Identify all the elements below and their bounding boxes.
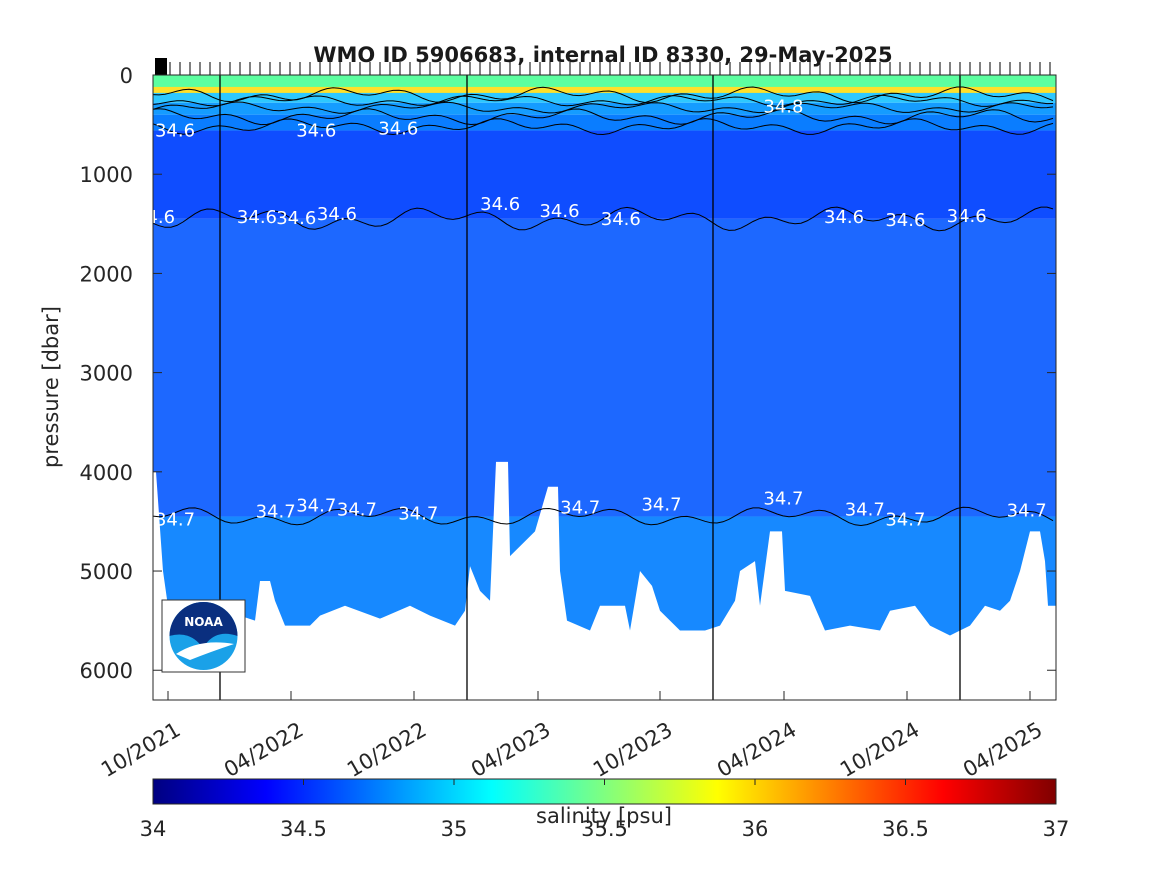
x-tick-label: 10/2023	[589, 718, 677, 782]
contour-label-11: 34.6	[824, 207, 864, 228]
colorbar: 34 34.5 35 35.5 36 36.5 37 salinity [psu]	[140, 778, 1070, 841]
salinity-layer-2	[153, 102, 1056, 115]
contour-label-10: 34.6	[601, 209, 641, 230]
x-tick-label: 10/2024	[836, 718, 924, 782]
contour-label-22: 34.7	[845, 500, 885, 521]
contour-line-330	[153, 101, 1054, 114]
salinity-layer-5	[153, 218, 1056, 517]
salinity-layer-0	[153, 75, 1056, 90]
contour-line-4450	[153, 506, 1054, 527]
year-boundary-lines	[219, 75, 961, 700]
x-tick-label: 04/2025	[959, 718, 1047, 782]
contour-label-4: 34.6	[135, 207, 175, 228]
y-axis: 0 1000 2000 3000 4000 5000 6000	[80, 64, 1056, 683]
colorbar-tick-label: 35.5	[581, 817, 628, 841]
contour-line-1450	[153, 206, 1054, 232]
contour-label-1: 34.6	[296, 121, 336, 142]
x-tick-label: 04/2023	[467, 718, 555, 782]
contour-label-6: 34.6	[276, 208, 316, 229]
noaa-logo-text: NOAA	[184, 615, 223, 629]
y-tick-label: 2000	[80, 262, 133, 286]
profile-tick-marks	[159, 62, 1051, 75]
contour-label-9: 34.6	[539, 201, 579, 222]
colorbar-tick-label: 36.5	[882, 817, 929, 841]
contour-label-15: 34.7	[256, 502, 296, 523]
contour-label-18: 34.7	[398, 503, 438, 524]
colorbar-tick-label: 37	[1043, 817, 1070, 841]
x-tick-label: 10/2021	[97, 718, 185, 782]
contour-line-520	[153, 118, 1054, 136]
contour-line-260	[153, 94, 1054, 107]
colorbar-tick-label: 34.5	[280, 817, 327, 841]
contour-label-3: 34.8	[763, 97, 803, 118]
contour-label-8: 34.6	[480, 194, 520, 215]
contour-label-20: 34.7	[641, 495, 681, 516]
y-tick-label: 0	[120, 64, 133, 88]
contour-label-0: 34.6	[155, 121, 195, 142]
y-tick-label: 6000	[80, 659, 133, 683]
x-axis: 10/2021 04/2022 10/2022 04/2023 10/2023 04/20…	[97, 691, 1047, 782]
x-tick-label: 04/2024	[713, 718, 801, 782]
colorbar-label: salinity [psu]	[536, 804, 672, 828]
salinity-heatmap: 34.6 34.6 34.634.834.6 34.6 34.6 34.6 34.6 34.6…	[135, 75, 1056, 700]
y-axis-label: pressure [dbar]	[39, 306, 63, 468]
contour-label-2: 34.6	[378, 119, 418, 140]
chart-title: WMO ID 5906683, internal ID 8330, 29-May…	[313, 43, 892, 67]
contour-label-17: 34.7	[337, 500, 377, 521]
contour-label-19: 34.7	[560, 498, 600, 519]
contour-label-14: 34.7	[155, 509, 195, 530]
salinity-layer-3	[153, 114, 1056, 131]
x-tick-label: 10/2022	[343, 718, 431, 782]
y-tick-label: 4000	[80, 461, 133, 485]
contour-label-16: 34.7	[296, 496, 336, 517]
contour-label-5: 34.6	[237, 207, 277, 228]
contour-label-23: 34.7	[885, 509, 925, 530]
plot-frame	[152, 74, 1057, 701]
colorbar-tick-label: 35	[441, 817, 468, 841]
contour-label-24: 34.7	[1007, 501, 1047, 522]
first-profile-marker	[155, 58, 167, 75]
salinity-layer-4	[153, 130, 1056, 219]
surface-high-salinity-band	[153, 86, 1056, 93]
colorbar-tick-label: 36	[742, 817, 769, 841]
y-tick-label: 5000	[80, 560, 133, 584]
y-tick-label: 3000	[80, 362, 133, 386]
x-tick-label: 04/2022	[220, 718, 308, 782]
colorbar-tick-label: 34	[140, 817, 167, 841]
contour-label-13: 34.6	[947, 206, 987, 227]
salinity-layer-1	[153, 89, 1056, 103]
contour-label-12: 34.6	[885, 210, 925, 231]
noaa-logo: NOAA	[161, 599, 246, 673]
y-tick-label: 1000	[80, 163, 133, 187]
seafloor-no-data-mask	[153, 461, 1056, 700]
contour-label-7: 34.6	[317, 204, 357, 225]
contour-label-21: 34.7	[763, 489, 803, 510]
